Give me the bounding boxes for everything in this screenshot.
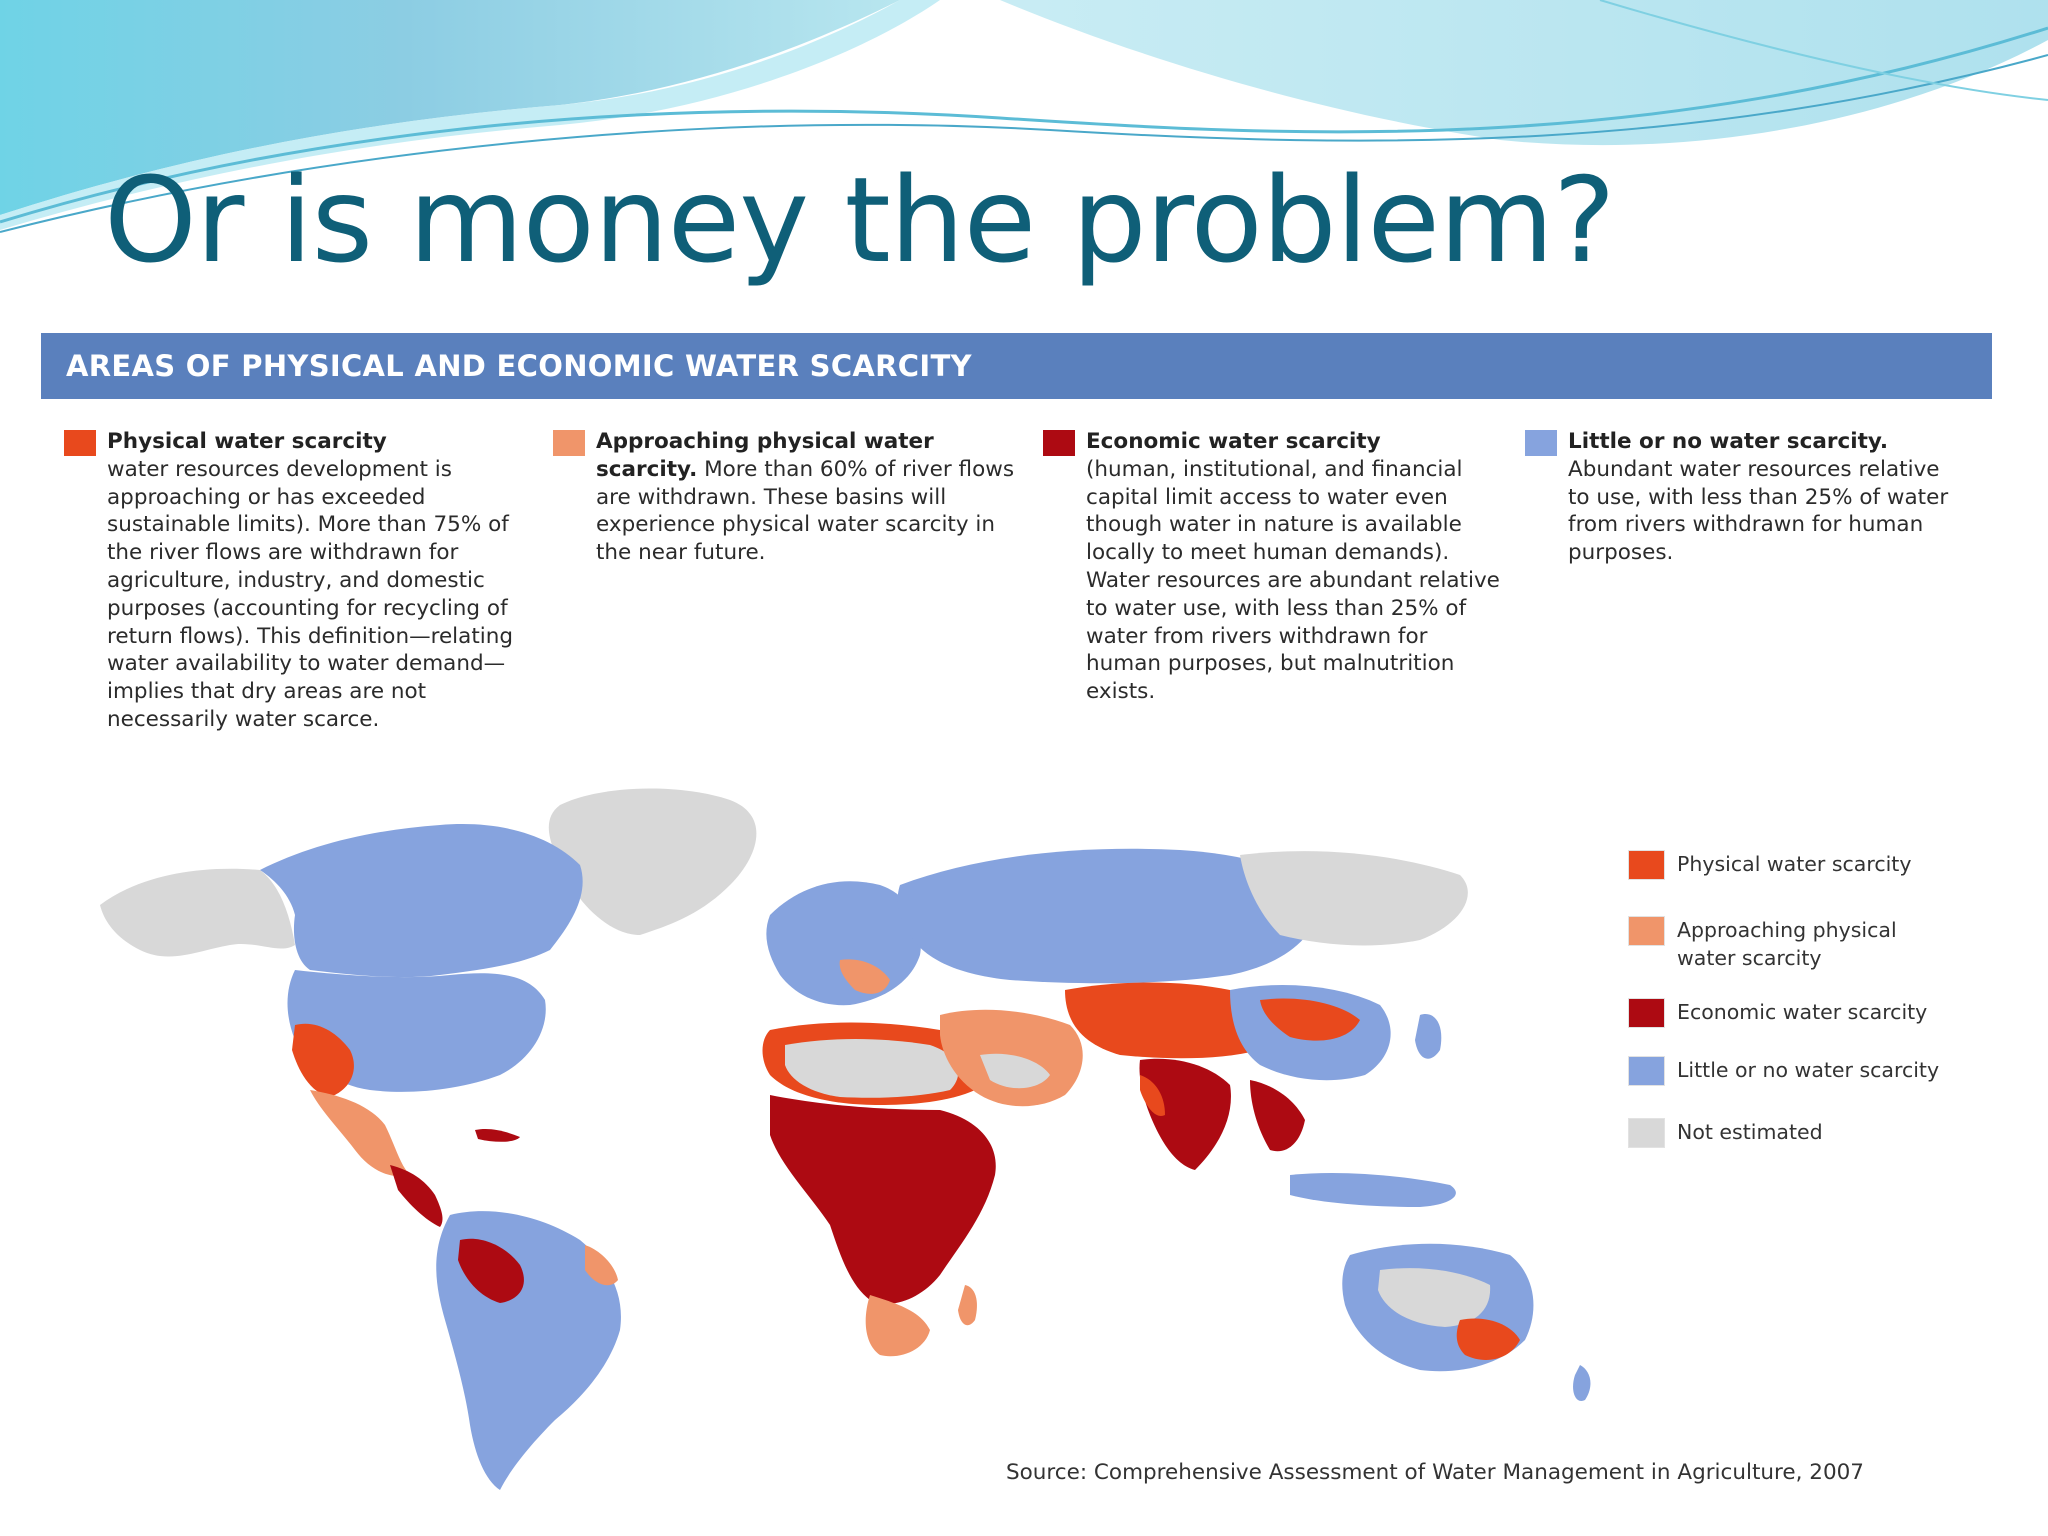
definition-label: Little or no water scarcity. [1568, 429, 1889, 454]
definition-label: Economic water scarcity [1086, 429, 1381, 454]
map-region-australia-interior [1378, 1268, 1491, 1327]
map-region-subsaharan-africa [770, 1095, 996, 1304]
map-region-indonesia [1290, 1173, 1456, 1207]
legend-label: Approaching physical water scarcity [1677, 918, 1897, 970]
legend-swatch [1628, 1056, 1665, 1086]
definition-label: Physical water scarcity [107, 429, 387, 454]
swatch-physical [64, 430, 96, 456]
legend-label: Little or no water scarcity [1677, 1058, 1940, 1082]
map-legend: Physical water scarcity Approaching phys… [1628, 850, 2028, 1170]
legend-label: Not estimated [1677, 1120, 1823, 1144]
map-region-murray-darling [1456, 1318, 1520, 1360]
figure-heading-banner: AREAS OF PHYSICAL AND ECONOMIC WATER SCA… [41, 333, 1992, 399]
map-region-southern-africa [865, 1295, 930, 1357]
definition-label: Approaching physical water scarcity. [596, 429, 934, 482]
map-region-sahara [785, 1039, 959, 1098]
map-region-arabia-desert [980, 1053, 1050, 1089]
definition-text: More than 60% of river flows are withdra… [596, 456, 1015, 566]
legend-swatch [1628, 1118, 1665, 1148]
map-region-central-america [390, 1165, 443, 1227]
definition-body: Physical water scarcity water resources d… [107, 428, 547, 734]
legend-label: Economic water scarcity [1677, 1000, 1928, 1024]
world-water-scarcity-map [100, 788, 1591, 1490]
map-region-india-west [1140, 1075, 1165, 1116]
map-region-mexico [310, 1090, 410, 1177]
map-region-caribbean [475, 1128, 520, 1142]
map-region-southeast-asia [1250, 1080, 1305, 1152]
legend-label: Physical water scarcity [1677, 852, 1912, 876]
figure-heading: AREAS OF PHYSICAL AND ECONOMIC WATER SCA… [66, 349, 972, 383]
map-region-japan [1415, 1014, 1442, 1059]
definition-body: Economic water scarcity (human, instituti… [1086, 428, 1506, 706]
map-region-india [1139, 1058, 1231, 1170]
map-region-brazil-ne [585, 1245, 618, 1286]
definition-text: water resources development is approachi… [107, 456, 514, 732]
definition-body: Approaching physical water scarcity. Mor… [596, 428, 1026, 567]
map-region-new-zealand [1573, 1365, 1591, 1401]
slide-title: Or is money the problem? [104, 151, 1616, 289]
map-region-alaska [100, 868, 295, 957]
definition-body: Little or no water scarcity. Abundant wat… [1568, 428, 1958, 567]
legend-swatch [1628, 998, 1665, 1028]
swatch-little [1525, 430, 1557, 456]
map-region-russia [897, 848, 1320, 984]
map-region-andes-economic [458, 1238, 524, 1303]
legend-swatch [1628, 916, 1665, 946]
swatch-economic [1043, 430, 1075, 456]
swatch-approaching [553, 430, 585, 456]
legend-swatch [1628, 850, 1665, 880]
map-region-canada [260, 824, 583, 978]
map-region-madagascar [958, 1285, 977, 1326]
map-region-north-china [1260, 998, 1360, 1041]
map-region-siberia-ne [1240, 851, 1468, 946]
definition-text: Abundant water resources relative to use… [1568, 456, 1949, 566]
map-region-central-asia [1065, 982, 1264, 1059]
source-citation: Source: Comprehensive Assessment of Wate… [1006, 1460, 1864, 1485]
map-region-greenland [548, 788, 757, 935]
header-wave-decoration [0, 0, 2048, 233]
map-region-europe-south [839, 959, 890, 994]
definition-text: (human, institutional, and financial cap… [1086, 456, 1500, 705]
map-region-us-southwest [292, 1023, 354, 1097]
